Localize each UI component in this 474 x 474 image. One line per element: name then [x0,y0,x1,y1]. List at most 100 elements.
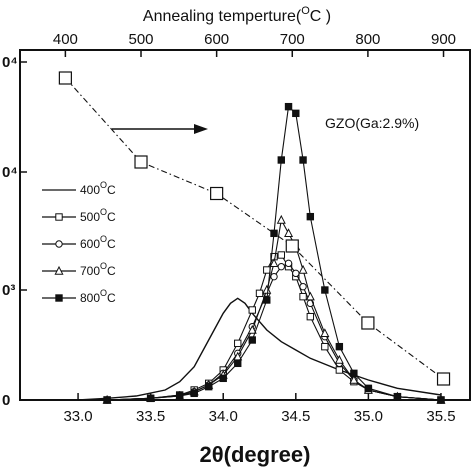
left-tick-label: 0⁴ [2,164,18,181]
data-point [134,155,148,169]
top-tick-label: 600 [204,31,229,48]
data-point [320,328,330,338]
data-point [349,374,359,384]
data-point [334,354,344,364]
data-point [284,259,293,268]
top-axis-title-sup: O [301,5,310,17]
bottom-tick-label: 34.5 [281,408,310,425]
data-point [306,212,315,221]
data-point [305,291,315,301]
legend-label: 400OC [80,180,116,197]
series-line [107,262,442,401]
data-point [350,369,358,378]
data-point [270,272,278,281]
left-tick-label: 0 [2,392,10,409]
data-point [270,229,278,238]
legend-label: 800OC [80,288,116,305]
data-point [205,382,213,391]
legend-item: 600OC [42,234,116,251]
data-point [285,239,299,253]
data-point [210,186,224,201]
data-point [284,228,294,238]
data-point [58,71,72,85]
data-point [219,374,227,383]
data-point [54,265,64,275]
top-tick-label: 900 [431,31,456,48]
data-point [335,366,344,374]
top-tick-label: 800 [355,31,380,48]
data-point [321,286,329,294]
top-axis-title-text: Annealing temperture( [143,8,302,25]
legend: 400OC 500OC 600OC 700OC 800OC [42,180,116,305]
data-point [263,296,271,304]
bottom-tick-label: 33.5 [136,408,165,425]
data-point [321,342,329,351]
data-point [269,258,279,268]
data-point [284,102,293,111]
legend-item: 400OC [42,180,116,197]
data-point [276,214,286,224]
series-temperature-trend [58,71,451,386]
data-point [103,396,111,404]
annotation-text: GZO(Ga:2.9%) [325,115,419,131]
data-point [234,339,242,348]
data-point [55,240,63,248]
top-tick-label: 700 [280,31,305,48]
series-700 [102,214,446,404]
legend-label: 600OC [80,234,116,251]
data-point [364,384,373,393]
data-point [393,392,402,401]
series-layer [58,71,451,404]
bottom-tick-label: 34.0 [209,408,238,425]
data-point [436,372,451,386]
legend-item: 800OC [42,288,116,305]
top-axis-ticks: 400 500 600 700 800 900 [53,31,456,57]
legend-label: 500OC [80,207,116,224]
left-tick-label: 0³ [2,282,15,299]
data-point [263,266,271,274]
data-point [292,269,300,278]
top-axis-title: Annealing temperture(OC ) [143,5,331,25]
bottom-tick-label: 35.5 [426,408,455,425]
data-point [277,251,285,259]
data-point [175,392,184,400]
data-point [277,262,285,271]
data-point [299,156,307,164]
data-point [55,213,63,221]
data-point [299,292,307,301]
series-800 [103,102,445,404]
legend-item: 500OC [42,207,116,224]
series-line [64,77,444,380]
plot-frame [19,49,471,401]
data-point [255,289,264,298]
data-point [146,394,155,403]
legend-item: 700OC [42,261,116,278]
data-point [234,359,242,368]
data-point [247,324,257,334]
bottom-axis-ticks: 33.0 33.5 34.0 34.5 35.0 35.5 [63,393,456,425]
data-point [306,312,315,321]
data-point [277,156,285,164]
bottom-axis-title: 2θ(degree) [200,442,311,467]
legend-label: 700OC [80,261,116,278]
bottom-tick-label: 33.0 [63,408,92,425]
data-point [298,264,308,274]
data-point [262,284,272,294]
data-point [299,282,307,291]
left-tick-label: 0⁴ [2,54,18,71]
data-point [190,389,198,398]
data-point [248,306,256,314]
data-point [292,109,300,118]
data-point [361,316,375,330]
top-tick-label: 500 [128,31,153,48]
data-point [335,342,344,351]
top-tick-label: 400 [53,31,78,48]
top-axis-title-tail: C ) [310,8,331,25]
series-line [78,297,442,401]
series-400 [78,297,442,401]
bottom-tick-label: 35.0 [354,408,383,425]
left-axis-ticks: 0 0³ 0⁴ 0⁴ [2,54,27,409]
data-point [437,396,445,404]
series-line [107,218,442,401]
